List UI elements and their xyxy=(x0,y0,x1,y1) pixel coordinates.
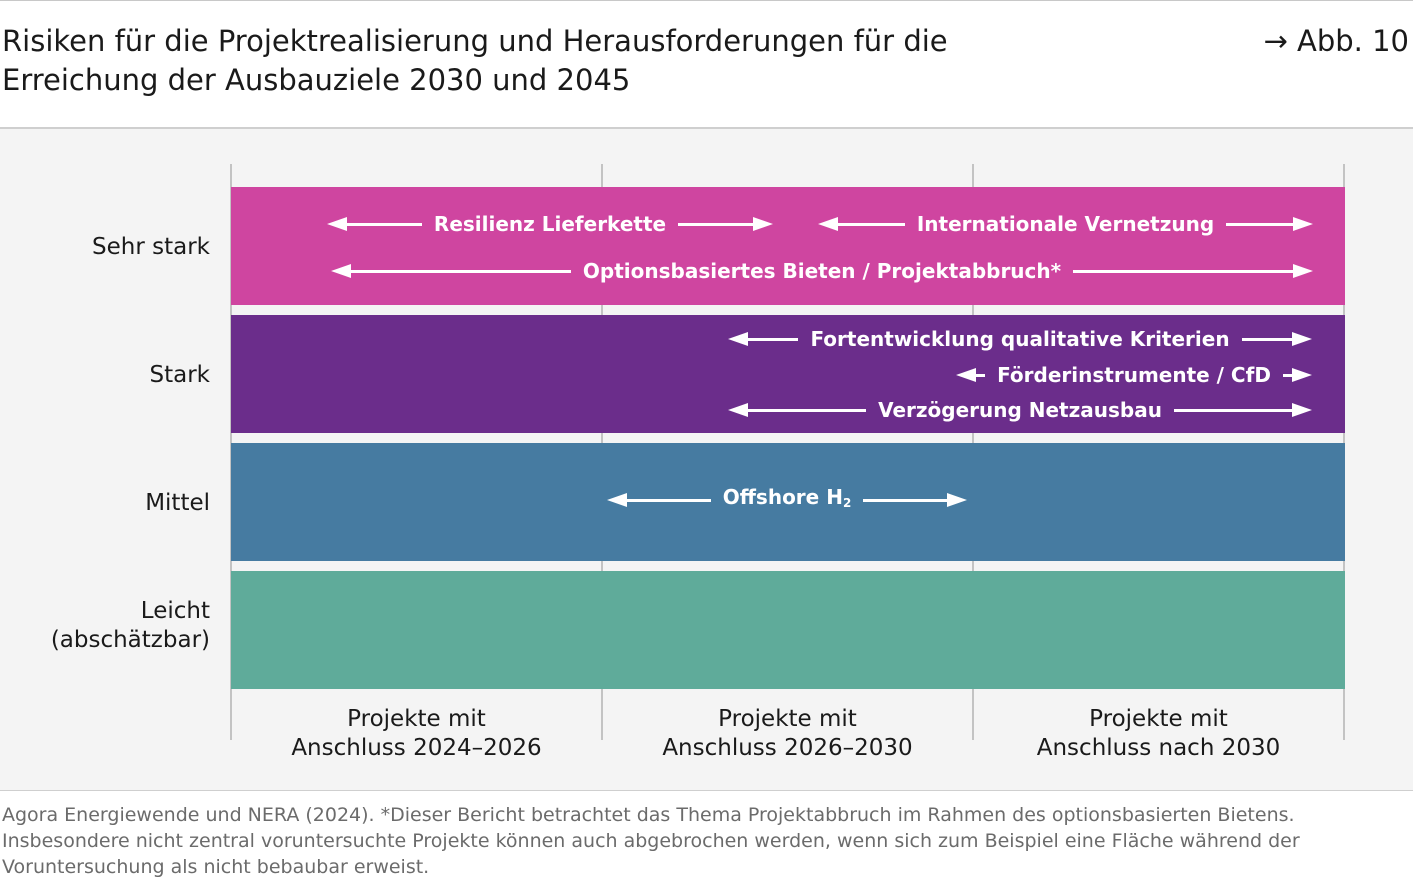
arrow-head-right-icon xyxy=(1292,368,1312,382)
arrow-verzoegerung-netzausbau: Verzögerung Netzausbau xyxy=(728,396,1313,424)
source-note: Agora Energiewende und NERA (2024). *Die… xyxy=(2,804,1300,878)
arrow-head-right-icon xyxy=(947,493,968,507)
column-label-2026-2030: Projekte mit Anschluss 2026–2030 xyxy=(662,706,913,761)
header-divider xyxy=(0,127,1413,129)
arrow-head-left-icon xyxy=(818,217,838,231)
arrow-label: Fortentwicklung qualitative Kriterien xyxy=(810,327,1230,351)
row-label-mittel: Mittel xyxy=(145,490,210,516)
arrow-foerderinstrumente: Förderinstrumente / CfD xyxy=(956,361,1312,389)
column-label-2024-2026: Projekte mit Anschluss 2024–2026 xyxy=(291,706,542,761)
arrow-head-right-icon xyxy=(1292,403,1313,417)
arrow-head-left-icon xyxy=(728,403,748,417)
arrow-head-left-icon xyxy=(607,493,627,507)
arrow-label: Optionsbasiertes Bieten / Projektabbruch… xyxy=(582,259,1062,283)
arrow-head-right-icon xyxy=(1293,264,1314,278)
footer-divider xyxy=(0,790,1413,791)
top-rule xyxy=(0,0,1413,1)
arrow-head-right-icon xyxy=(1293,217,1314,231)
arrow-head-left-icon xyxy=(728,332,748,346)
arrow-label: Verzögerung Netzausbau xyxy=(878,398,1162,422)
band-leicht xyxy=(231,571,1345,689)
arrow-label: Resilienz Lieferkette xyxy=(433,212,667,236)
figure-reference: → Abb. 10 xyxy=(1263,24,1409,58)
row-label-sehr-stark: Sehr stark xyxy=(92,234,210,260)
arrow-optionsbasiertes-bieten: Optionsbasiertes Bieten / Projektabbruch… xyxy=(331,257,1314,285)
arrow-label: Förderinstrumente / CfD xyxy=(997,363,1271,387)
row-label-leicht: Leicht (abschätzbar) xyxy=(50,598,210,653)
arrow-label: Internationale Vernetzung xyxy=(916,212,1215,236)
arrow-label: Offshore H2 xyxy=(722,485,852,510)
figure-title: Risiken für die Projektrealisierung und … xyxy=(2,24,948,97)
arrow-fortentwicklung-kriterien: Fortentwicklung qualitative Kriterien xyxy=(728,325,1313,353)
arrow-head-right-icon xyxy=(753,217,773,231)
arrow-offshore-h2: Offshore H2 xyxy=(607,485,968,514)
arrow-head-right-icon xyxy=(1292,332,1313,346)
column-label-nach-2030: Projekte mit Anschluss nach 2030 xyxy=(1036,706,1281,761)
arrow-resilienz-lieferkette: Resilienz Lieferkette xyxy=(327,210,773,238)
band-stark xyxy=(231,315,1345,433)
band-sehr-stark xyxy=(231,187,1345,305)
arrow-head-left-icon xyxy=(327,217,347,231)
arrow-head-left-icon xyxy=(331,264,351,278)
arrow-head-left-icon xyxy=(956,368,976,382)
row-label-stark: Stark xyxy=(149,362,211,388)
band-mittel xyxy=(231,443,1345,561)
arrow-internationale-vernetzung: Internationale Vernetzung xyxy=(818,210,1314,238)
